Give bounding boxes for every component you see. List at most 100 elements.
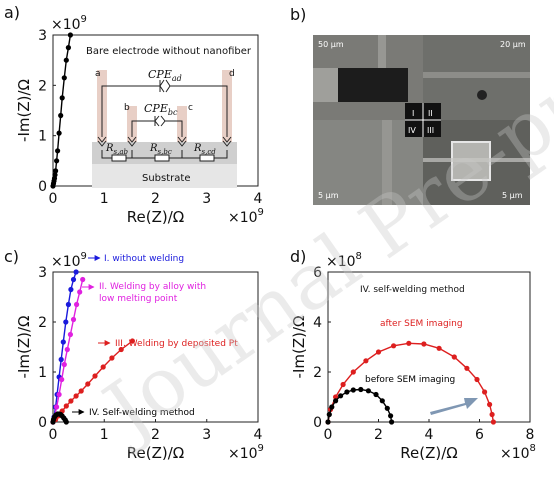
- data-point-d-0: [363, 358, 369, 364]
- legend-c-3: III. Welding by deposited Pt: [115, 339, 238, 349]
- panel-label-b: b): [290, 5, 306, 24]
- x-tick-label: 2: [374, 427, 383, 443]
- plot-a: 0 1 2 3 4 0 1 2 3 Re(Z)/Ω -Im(Z)/Ω ×109 ×109: [15, 14, 264, 226]
- trend-arrow: [430, 398, 478, 415]
- y-multiplier: ×109: [51, 251, 87, 270]
- data-point-c-0: [70, 276, 77, 283]
- data-point-c-1: [59, 376, 65, 383]
- data-point-d-0: [482, 389, 488, 395]
- data-point-d-0: [375, 349, 382, 355]
- data-point-c-2: [118, 346, 124, 353]
- scalebar-1: 50 μm: [318, 40, 344, 49]
- y-tick-label: 0: [313, 415, 322, 431]
- data-point-c-2: [100, 364, 106, 370]
- plot-d: 0 2 4 6 8 0 2 4 6 Re(Z)/Ω -Im(Z)/Ω ×108 ×108: [290, 251, 536, 462]
- data-point-d-1: [373, 391, 379, 398]
- r-ab-label: Rs,ab: [105, 143, 129, 156]
- y-tick-label: 6: [313, 265, 322, 281]
- data-point-d-1: [379, 398, 385, 404]
- panel-label-d: d): [290, 247, 306, 266]
- x-tick-label: 2: [151, 191, 160, 207]
- y-exponent: 9: [81, 251, 87, 262]
- x-tick-label: 4: [425, 427, 434, 443]
- data-point-a-0: [59, 95, 65, 101]
- data-point-c-2: [78, 388, 84, 394]
- substrate-base: [92, 164, 237, 188]
- data-point-c-0: [63, 319, 69, 325]
- data-point-a-0: [55, 148, 61, 154]
- y-tick-label: 4: [313, 315, 322, 331]
- title-d: IV. self-welding method: [360, 285, 465, 295]
- y-exponent: 9: [81, 14, 87, 25]
- r-bc-label: Rs,bc: [149, 143, 172, 156]
- y-tick-label: 0: [38, 179, 47, 195]
- scalebar-4: 5 μm: [502, 191, 523, 200]
- data-point-c-2: [92, 373, 98, 379]
- data-point-a-0: [52, 172, 58, 178]
- x-tick-label: 6: [475, 427, 484, 443]
- y-multiplier: ×108: [326, 251, 362, 270]
- data-point-d-1: [350, 387, 356, 393]
- y-exponent: 8: [356, 251, 362, 262]
- annotations-c: I. without welding II. Welding by alloy …: [72, 254, 238, 418]
- data-point-c-1: [56, 391, 62, 398]
- data-point-c-1: [77, 289, 83, 295]
- annotations-d: IV. self-welding method after SEM imagin…: [360, 285, 478, 415]
- sem-quadrant-4: [313, 120, 423, 205]
- data-point-c-1: [61, 361, 67, 368]
- data-point-c-1: [70, 316, 77, 323]
- data-point-c-1: [80, 276, 86, 283]
- quad-label-2: II: [428, 109, 433, 118]
- panel-label-a: a): [4, 3, 20, 22]
- x-tick-label: 0: [324, 427, 333, 443]
- legend-d-2: before SEM imaging: [365, 375, 455, 385]
- cpe-bc-label: CPEbc: [144, 102, 178, 117]
- cpe-ad-label: CPEad: [148, 68, 182, 83]
- data-point-c-2: [85, 381, 91, 387]
- scalebar-3: 5 μm: [318, 191, 339, 200]
- data-point-a-0: [63, 57, 69, 63]
- data-point-d-1: [333, 398, 339, 404]
- data-point-d-0: [474, 376, 480, 383]
- x-tick-label: 3: [202, 427, 211, 443]
- data-point-c-2: [129, 338, 135, 344]
- terminal-a: a: [95, 69, 101, 79]
- y-axis-label: -Im(Z)/Ω: [15, 79, 33, 142]
- x-axis-label: Re(Z)/Ω: [127, 444, 184, 462]
- data-point-a-0: [53, 168, 59, 174]
- data-point-c-1: [74, 301, 80, 308]
- data-point-d-0: [464, 365, 470, 371]
- data-point-d-0: [391, 343, 397, 349]
- data-point-c-0: [58, 356, 64, 363]
- data-point-d-1: [326, 411, 332, 418]
- data-point-c-1: [54, 404, 60, 410]
- legend-c-2: II. Welding by alloy with low melting poi…: [99, 282, 206, 304]
- data-point-c-2: [73, 393, 79, 399]
- data-point-d-1: [338, 393, 344, 399]
- plot-c: 0 1 2 3 4 0 1 2 3 Re(Z)/Ω -Im(Z)/Ω ×109 ×109: [15, 251, 264, 462]
- y-tick-label: 1: [38, 129, 47, 145]
- data-point-d-0: [436, 345, 442, 351]
- y-tick-label: 3: [38, 28, 47, 44]
- data-point-c-0: [65, 301, 71, 308]
- x-tick-label: 8: [526, 427, 535, 443]
- y-tick-label: 3: [38, 265, 47, 281]
- data-point-d-1: [389, 419, 395, 425]
- data-point-a-0: [65, 45, 71, 51]
- circuit-title: Bare electrode without nanofiber: [86, 46, 252, 57]
- x-axis-label: Re(Z)/Ω: [127, 208, 184, 226]
- x-tick-label: 2: [151, 427, 160, 443]
- x-tick-label: 1: [100, 427, 109, 443]
- x-exponent: 9: [258, 443, 264, 454]
- data-point-d-1: [358, 386, 364, 393]
- data-point-a-0: [61, 75, 67, 81]
- data-point-c-0: [68, 286, 74, 293]
- data-point-c-1: [67, 331, 73, 338]
- data-point-c-2: [68, 398, 74, 404]
- x-multiplier: ×108: [500, 443, 536, 462]
- sem-pad: [338, 68, 408, 102]
- x-exponent: 9: [258, 207, 264, 218]
- y-tick-label: 1: [38, 365, 47, 381]
- x-tick-label: 0: [49, 191, 58, 207]
